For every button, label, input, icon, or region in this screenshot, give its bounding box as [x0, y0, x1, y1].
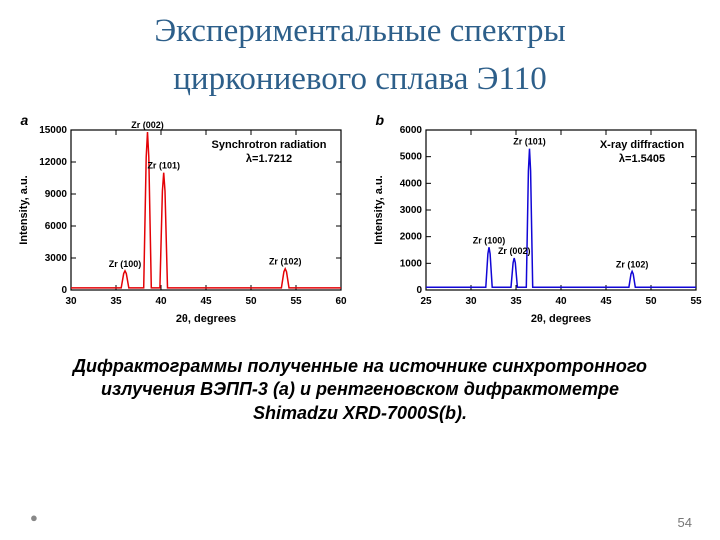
- svg-text:45: 45: [200, 296, 212, 307]
- svg-text:Zr (100): Zr (100): [108, 258, 141, 268]
- svg-text:Zr (100): Zr (100): [472, 235, 505, 245]
- svg-text:4000: 4000: [399, 178, 422, 189]
- panel-label-a: a: [21, 112, 29, 128]
- svg-text:60: 60: [335, 296, 347, 307]
- svg-text:0: 0: [416, 285, 422, 296]
- svg-text:5000: 5000: [399, 151, 422, 162]
- chart-b-svg: 0 1000 2000 3000 4000 5000 6000 25 30 35 40 45 50 55 2…: [368, 118, 708, 328]
- svg-text:0: 0: [61, 285, 67, 296]
- svg-text:30: 30: [465, 296, 477, 307]
- svg-text:Intensity, a.u.: Intensity, a.u.: [373, 175, 385, 244]
- slide-title: Экспериментальные спектры циркониевого с…: [0, 0, 720, 108]
- svg-text:Intensity, a.u.: Intensity, a.u.: [18, 175, 30, 244]
- svg-text:Zr (102): Zr (102): [268, 256, 301, 266]
- svg-text:Zr (002): Zr (002): [131, 120, 164, 130]
- svg-text:Synchrotron radiation: Synchrotron radiation: [211, 139, 326, 151]
- bullet-marker: ●: [30, 510, 38, 526]
- svg-text:λ=1.5405: λ=1.5405: [618, 153, 664, 165]
- svg-text:35: 35: [510, 296, 522, 307]
- svg-text:50: 50: [645, 296, 657, 307]
- svg-text:Zr (101): Zr (101): [147, 160, 180, 170]
- svg-text:Zr (102): Zr (102): [615, 259, 648, 269]
- svg-text:3000: 3000: [44, 253, 67, 264]
- svg-text:3000: 3000: [399, 205, 422, 216]
- svg-text:6000: 6000: [44, 221, 67, 232]
- svg-text:45: 45: [600, 296, 612, 307]
- svg-text:2θ, degrees: 2θ, degrees: [175, 313, 235, 325]
- svg-text:35: 35: [110, 296, 122, 307]
- svg-text:25: 25: [420, 296, 432, 307]
- page-number: 54: [678, 515, 692, 530]
- chart-a-svg: 0 3000 6000 9000 12000 15000 30 35 40 45 50 55 60 2θ,…: [13, 118, 353, 328]
- title-line1: Экспериментальные спектры: [154, 13, 565, 49]
- chart-panel-a: a 03000600090001200015000303540455055602…: [13, 118, 353, 333]
- svg-text:15000: 15000: [39, 125, 67, 136]
- svg-text:12000: 12000: [39, 157, 67, 168]
- figure-caption: Дифрактограммы полученные на источнике с…: [0, 333, 720, 426]
- svg-text:40: 40: [155, 296, 167, 307]
- charts-row: a 0 3000 6000 9000 12000 15000 30 35 40 45 50 55 60 2…: [0, 108, 720, 333]
- chart-panel-b: b 01000200030004000500060002530354045505…: [368, 118, 708, 333]
- svg-text:50: 50: [245, 296, 257, 307]
- svg-text:X-ray diffraction: X-ray diffraction: [599, 139, 684, 151]
- svg-text:40: 40: [555, 296, 567, 307]
- svg-text:9000: 9000: [44, 189, 67, 200]
- svg-text:30: 30: [65, 296, 77, 307]
- svg-text:Zr (101): Zr (101): [513, 136, 546, 146]
- svg-text:2θ, degrees: 2θ, degrees: [530, 313, 590, 325]
- svg-text:Zr (002): Zr (002): [497, 246, 530, 256]
- svg-text:6000: 6000: [399, 125, 422, 136]
- svg-text:55: 55: [290, 296, 302, 307]
- panel-label-b: b: [376, 112, 385, 128]
- svg-text:2000: 2000: [399, 231, 422, 242]
- svg-text:55: 55: [690, 296, 702, 307]
- svg-text:λ=1.7212: λ=1.7212: [245, 153, 291, 165]
- svg-text:1000: 1000: [399, 258, 422, 269]
- title-line2: циркониевого сплава Э110: [173, 61, 547, 97]
